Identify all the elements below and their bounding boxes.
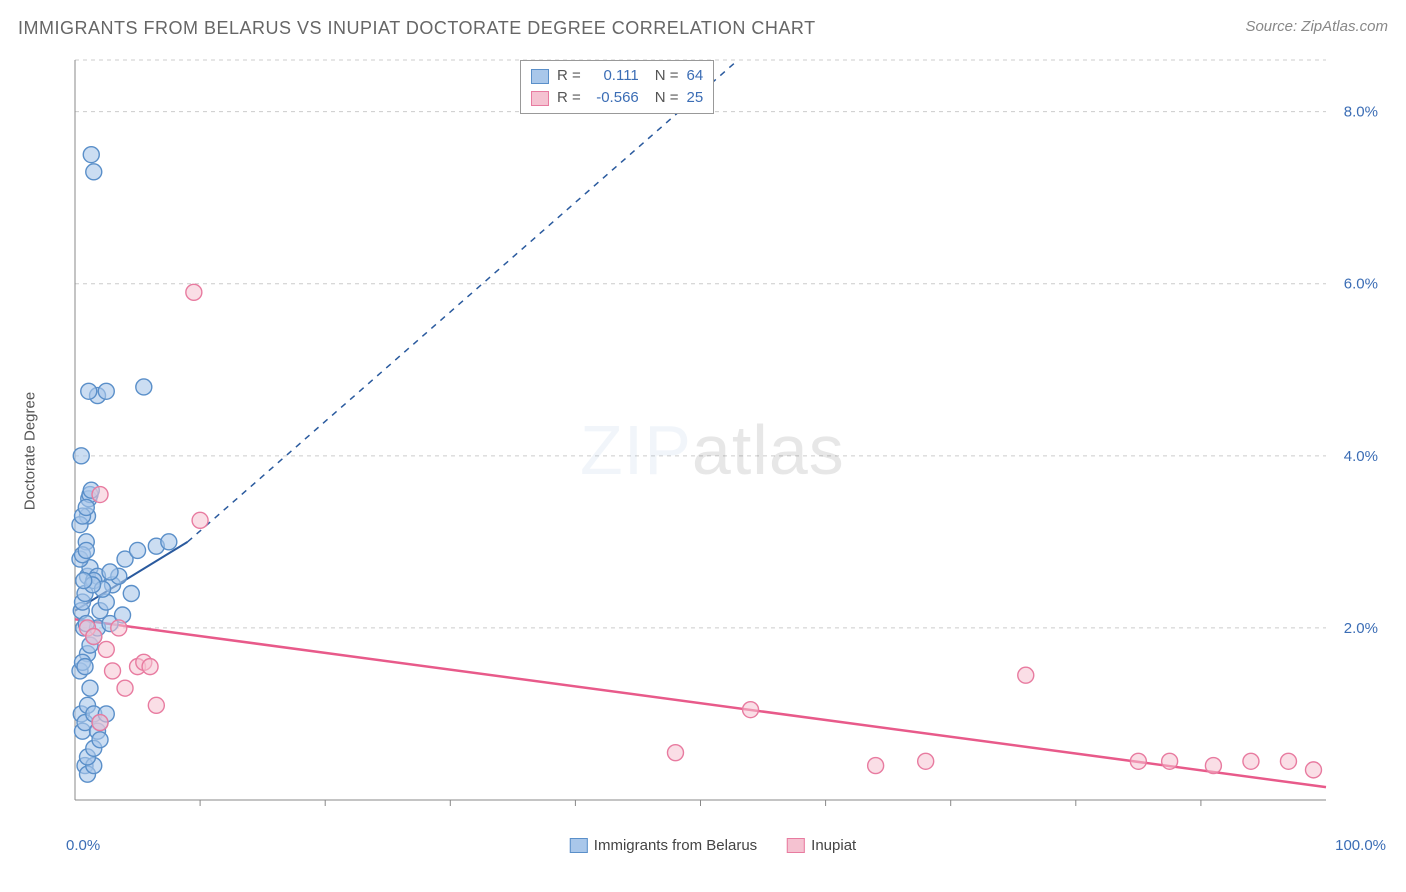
legend-r-label: R = <box>557 87 581 109</box>
legend-row: R = -0.566 N = 25 <box>531 87 703 109</box>
x-axis-max-label: 100.0% <box>1335 837 1386 854</box>
y-axis-label: Doctorate Degree <box>22 392 39 510</box>
plot-container: Doctorate Degree 2.0%4.0%6.0%8.0% ZIPatl… <box>40 50 1386 852</box>
legend-row: R = 0.111 N = 64 <box>531 65 703 87</box>
legend-r-label: R = <box>557 65 581 87</box>
legend-series: Immigrants from Belarus Inupiat <box>570 837 856 854</box>
source-label: Source: ZipAtlas.com <box>1245 18 1388 39</box>
legend-r-value: 0.111 <box>589 65 639 87</box>
legend-correlation: R = 0.111 N = 64 R = -0.566 N = 25 <box>520 60 714 114</box>
svg-text:2.0%: 2.0% <box>1344 620 1378 637</box>
legend-n-value: 64 <box>687 65 704 87</box>
legend-swatch <box>787 838 805 853</box>
chart-title: IMMIGRANTS FROM BELARUS VS INUPIAT DOCTO… <box>18 18 816 39</box>
legend-series-label: Immigrants from Belarus <box>594 837 757 854</box>
svg-text:6.0%: 6.0% <box>1344 276 1378 293</box>
legend-n-label: N = <box>655 87 679 109</box>
svg-text:4.0%: 4.0% <box>1344 448 1378 465</box>
legend-series-item: Inupiat <box>787 837 856 854</box>
watermark-zip: ZIP <box>580 411 692 489</box>
legend-swatch <box>531 69 549 84</box>
legend-swatch <box>570 838 588 853</box>
watermark: ZIPatlas <box>580 410 845 490</box>
legend-n-label: N = <box>655 65 679 87</box>
legend-swatch <box>531 91 549 106</box>
watermark-atlas: atlas <box>692 411 845 489</box>
legend-n-value: 25 <box>687 87 704 109</box>
legend-series-item: Immigrants from Belarus <box>570 837 757 854</box>
legend-series-label: Inupiat <box>811 837 856 854</box>
svg-text:8.0%: 8.0% <box>1344 104 1378 121</box>
x-axis-min-label: 0.0% <box>66 837 100 854</box>
legend-r-value: -0.566 <box>589 87 639 109</box>
